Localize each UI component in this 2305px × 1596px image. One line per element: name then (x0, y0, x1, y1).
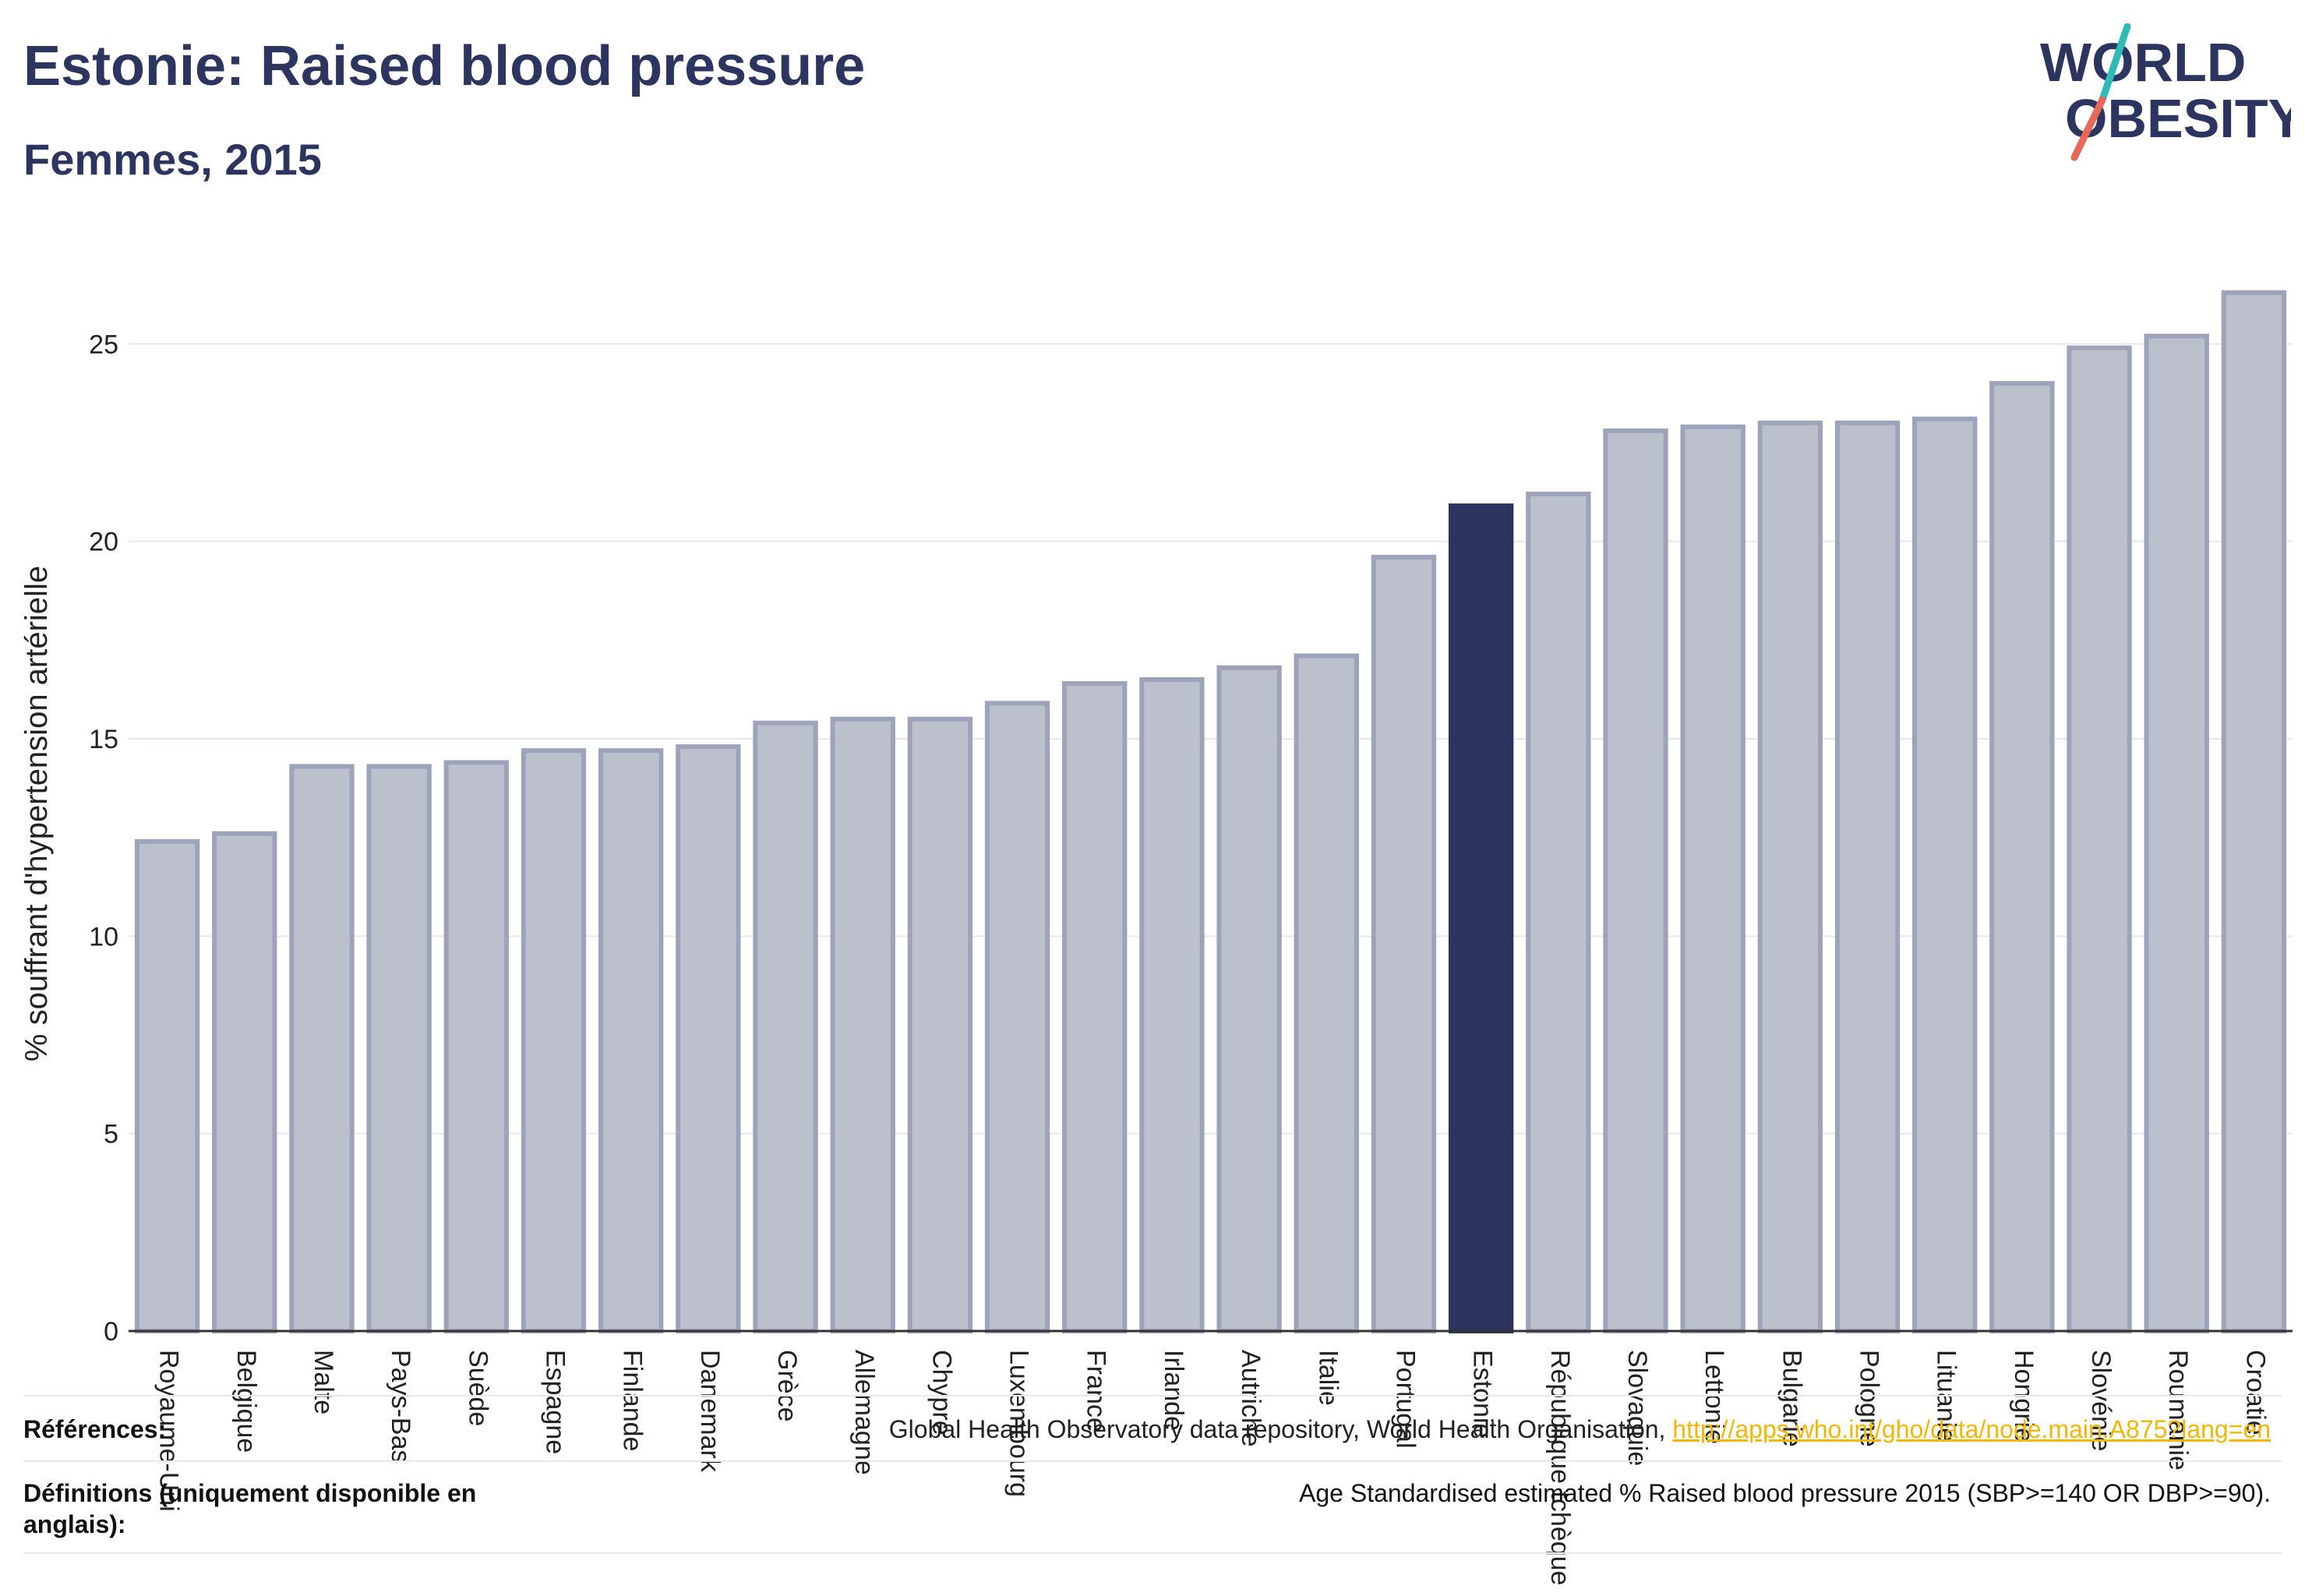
bar (521, 748, 587, 1333)
x-tick-label: Irlande (1159, 1350, 1188, 1431)
x-tick-labels: Royaume-Uni Belgique Malte Pays-Bas Suède Esp… (154, 1350, 2271, 1585)
x-tick-label: Espagne (540, 1350, 570, 1454)
x-tick-label: Bulgarie (1777, 1350, 1806, 1447)
references-text: Global Health Observatory data repositor… (888, 1415, 1673, 1443)
y-tick-label: 15 (89, 725, 118, 754)
x-tick-label: Allemagne (849, 1350, 879, 1475)
x-tick-label: République tchèque (1545, 1350, 1575, 1585)
definitions-row: Définitions (uniquement disponible en an… (23, 1460, 2282, 1554)
x-tick-label: Pologne (1855, 1350, 1884, 1447)
x-tick-label: Slovénie (2086, 1350, 2116, 1451)
bar (2221, 290, 2287, 1333)
bar (2144, 334, 2209, 1334)
x-tick-label: Pays-Bas (386, 1350, 415, 1464)
bar (1526, 491, 1591, 1333)
bar (907, 716, 973, 1333)
x-tick-label: Belgique (231, 1350, 261, 1453)
logo-slash-coral (2070, 96, 2106, 161)
references-value: Global Health Observatory data repositor… (889, 1414, 2271, 1445)
y-tick-label: 0 (104, 1317, 118, 1347)
x-tick-label: Grèce (772, 1350, 802, 1422)
bar (1216, 665, 1282, 1333)
bar (598, 748, 664, 1333)
source-table: Références: Global Health Observatory da… (23, 1395, 2282, 1554)
bar (443, 760, 509, 1333)
x-tick-label: France (1082, 1350, 1111, 1432)
logo-slash-teal (2099, 23, 2131, 104)
references-label: Références: (23, 1415, 167, 1443)
x-tick-label: Malte (309, 1350, 338, 1414)
bar (1603, 428, 1668, 1333)
bar (212, 831, 277, 1333)
bar (1989, 381, 2055, 1333)
y-tick-label: 5 (104, 1120, 118, 1149)
chart-title: Estonie: Raised blood pressure (23, 35, 866, 97)
bar (1371, 554, 1437, 1333)
x-tick-label: Lettonie (1700, 1350, 1729, 1444)
bar (134, 839, 200, 1333)
definitions-label: Définitions (uniquement disponible en an… (23, 1479, 477, 1538)
x-tick-label: Finlande (618, 1350, 648, 1451)
bar (2067, 345, 2132, 1333)
y-tick-label: 10 (89, 922, 118, 952)
x-tick-label: Estonie (1468, 1350, 1498, 1438)
x-tick-label: Portugal (1390, 1350, 1420, 1449)
x-tick-label: Croatie (2240, 1350, 2270, 1435)
bar (1834, 420, 1901, 1334)
x-tick-label: Roumanie (2163, 1350, 2193, 1471)
x-tick-label: Autriche (1236, 1350, 1265, 1447)
references-link[interactable]: http://apps.who.int/gho/data/node.main.A… (1672, 1415, 2271, 1443)
y-tick-labels: 0 5 10 15 20 25 (89, 330, 118, 1347)
references-row: Références: Global Health Observatory da… (23, 1395, 2282, 1460)
definitions-value: Age Standardised estimated % Raised bloo… (1299, 1479, 2271, 1507)
bar (1294, 653, 1359, 1333)
x-tick-label: Chypre (927, 1350, 956, 1435)
bar (984, 701, 1050, 1333)
x-tick-label: Luxembourg (1004, 1350, 1034, 1497)
bar (753, 720, 818, 1333)
bar (1680, 424, 1746, 1334)
bar (1912, 416, 1978, 1333)
logo-line-1: WORLD (2040, 32, 2246, 93)
bar (676, 744, 741, 1333)
bar (289, 764, 355, 1333)
bar-highlighted (1448, 503, 1514, 1333)
chart-subtitle: Femmes, 2015 (23, 135, 322, 184)
world-obesity-logo: WORLD OBESITY (2040, 23, 2291, 161)
y-tick-label: 25 (89, 330, 118, 359)
y-tick-label: 20 (89, 528, 118, 557)
x-tick-label: Suède (463, 1350, 492, 1426)
bars (134, 290, 2287, 1334)
x-tick-label: Danemark (695, 1350, 725, 1473)
bar (366, 764, 432, 1333)
bar (830, 716, 895, 1333)
x-tick-label: Slovaquie (1622, 1350, 1652, 1466)
y-axis-title: % souffrant d'hypertension artérielle (19, 566, 54, 1061)
bar (1062, 681, 1128, 1333)
x-tick-label: Royaume-Uni (154, 1350, 184, 1512)
bar (1757, 420, 1823, 1334)
bar (1139, 677, 1205, 1333)
